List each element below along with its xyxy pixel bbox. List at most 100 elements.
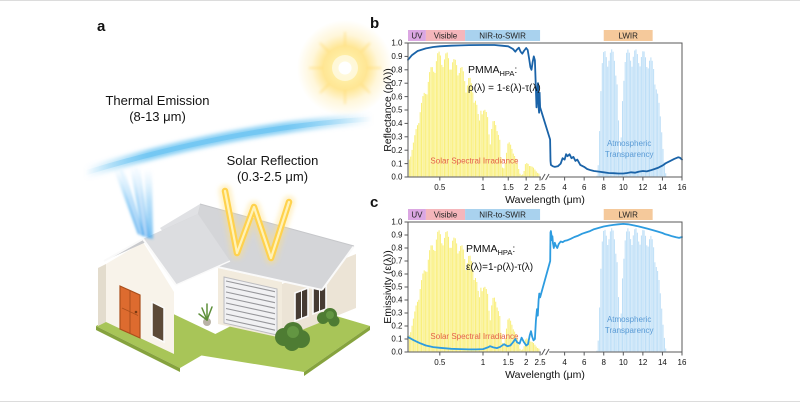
solar-spectral-irradiance-fill: Solar Spectral Irradiance [407,51,540,177]
svg-text:0.7: 0.7 [391,79,403,88]
solar-reflection-caption: Solar Reflection (0.3-2.5 μm) [200,153,345,185]
svg-text:8: 8 [602,183,607,192]
atmospheric-transparency-label: Transparency [605,326,654,335]
svg-text:0.6: 0.6 [391,270,403,279]
house-illustration [96,166,370,376]
front-door [119,285,141,339]
svg-text:2: 2 [524,358,529,367]
svg-text:0.5: 0.5 [391,106,403,115]
pmma-annotation-c: PMMAHPA: ε(λ)=1-ρ(λ)-τ(λ) [466,242,533,275]
material-sub: HPA [497,248,513,258]
atmospheric-transparency-label: Atmospheric [607,315,651,324]
left-side-wall [98,264,106,326]
svg-text:0.3: 0.3 [391,309,403,318]
svg-text:0.9: 0.9 [391,52,403,61]
x-axis-title: Wavelength (μm) [505,369,585,381]
b-spectrum-curve [407,44,683,175]
svg-text:10: 10 [619,358,628,367]
reflectance-formula: ρ(λ) = 1-ε(λ)-τ(λ) [468,83,541,95]
svg-text:LWIR: LWIR [618,211,638,220]
svg-text:0.5: 0.5 [434,358,446,367]
bush [275,308,340,351]
thermal-emission-beams [114,166,153,239]
atmospheric-transparency-label: Atmospheric [607,139,651,148]
svg-text:Visible: Visible [434,211,458,220]
material-sub: HPA [499,69,515,79]
svg-text:6: 6 [582,183,587,192]
atmospheric-transparency-fill: Atmospheric Transparency [596,49,667,177]
svg-text:4: 4 [562,358,567,367]
thermal-emission-caption: Thermal Emission (8-13 μm) [85,93,230,125]
svg-text:0.4: 0.4 [391,296,403,305]
panel-c-label: c [370,194,379,211]
svg-text:0.2: 0.2 [391,146,403,155]
svg-text:12: 12 [638,358,647,367]
solar-reflection-line2: (0.3-2.5 μm) [236,169,309,184]
material-name: PMMA [466,243,498,255]
svg-text:16: 16 [678,183,687,192]
svg-text:0.9: 0.9 [391,231,403,240]
pmma-annotation-b: PMMAHPA: ρ(λ) = 1-ε(λ)-τ(λ) [468,63,541,96]
svg-text:1.0: 1.0 [391,218,403,227]
svg-text:1.0: 1.0 [391,39,403,48]
side-window [151,300,165,344]
svg-text:LWIR: LWIR [618,32,638,41]
solar-spectral-irradiance-label: Solar Spectral Irradiance [430,332,519,341]
svg-text:0.5: 0.5 [391,283,403,292]
solar-reflection-line1: Solar Reflection [226,153,319,168]
axes: 0.0 0.1 0.2 0.3 0.4 0.5 0.6 0.7 0.8 0.9 1.0 0.5 1 1.5… [382,218,687,381]
axes: 0.0 0.1 0.2 0.3 0.4 0.5 0.6 0.7 0.8 0.9 1.0 0.5 1 1.5… [382,39,687,206]
emissivity-formula: ε(λ)=1-ρ(λ)-τ(λ) [466,262,534,274]
svg-text:0.8: 0.8 [391,66,403,75]
svg-text:0.0: 0.0 [391,348,403,357]
svg-text:12: 12 [638,183,647,192]
thermal-emission-line2: (8-13 μm) [129,109,186,124]
svg-text:14: 14 [658,183,667,192]
panel-a-label: a [97,18,106,35]
svg-text:2.5: 2.5 [535,183,547,192]
svg-text:1: 1 [481,358,486,367]
sun-icon [297,20,393,116]
svg-text:2: 2 [524,183,529,192]
solar-reflection-zigzag [218,184,296,265]
svg-text:0.1: 0.1 [391,335,403,344]
band-strips: UV Visible NIR-to-SWIR LWIR [408,209,653,220]
svg-text:Visible: Visible [434,32,458,41]
svg-text:1.5: 1.5 [503,183,515,192]
band-strips: UV Visible NIR-to-SWIR LWIR [408,30,653,41]
svg-text:1.5: 1.5 [503,358,515,367]
svg-text:6: 6 [582,358,587,367]
svg-text:0.4: 0.4 [391,119,403,128]
emissivity-plot: UV Visible NIR-to-SWIR LWIR Solar Spectral I… [382,209,687,381]
material-suffix: : [512,243,516,255]
svg-text:NIR-to-SWIR: NIR-to-SWIR [479,211,526,220]
svg-text:0.1: 0.1 [391,159,403,168]
c-spectrum-curve [407,223,683,351]
sky-arc [79,113,378,179]
material-name: PMMA [468,64,500,76]
svg-text:0.6: 0.6 [391,92,403,101]
svg-text:UV: UV [411,211,423,220]
svg-text:0.0: 0.0 [391,173,403,182]
svg-text:0.2: 0.2 [391,322,403,331]
solar-spectral-irradiance-label: Solar Spectral Irradiance [430,157,519,166]
svg-text:14: 14 [658,358,667,367]
svg-text:10: 10 [619,183,628,192]
atmospheric-transparency-label: Transparency [605,150,654,159]
svg-text:2.5: 2.5 [535,358,547,367]
svg-text:0.7: 0.7 [391,257,403,266]
reflectance-chart: UV Visible NIR-to-SWIR LWIR Solar Spectral I… [382,13,700,206]
svg-text:UV: UV [411,32,423,41]
x-axis-title: Wavelength (μm) [505,194,585,206]
y-axis-title: Reflectance (ρ(λ)) [382,68,394,152]
emissivity-chart: UV Visible NIR-to-SWIR LWIR Solar Spectral I… [382,191,700,381]
panel-a-illustration [79,20,393,376]
svg-text:NIR-to-SWIR: NIR-to-SWIR [479,32,526,41]
svg-text:0.8: 0.8 [391,244,403,253]
svg-text:0.3: 0.3 [391,133,403,142]
material-suffix: : [514,64,518,76]
svg-text:1: 1 [481,183,486,192]
y-axis-title: Emissivity (ε(λ)) [382,250,394,324]
thermal-emission-line1: Thermal Emission [105,93,210,108]
